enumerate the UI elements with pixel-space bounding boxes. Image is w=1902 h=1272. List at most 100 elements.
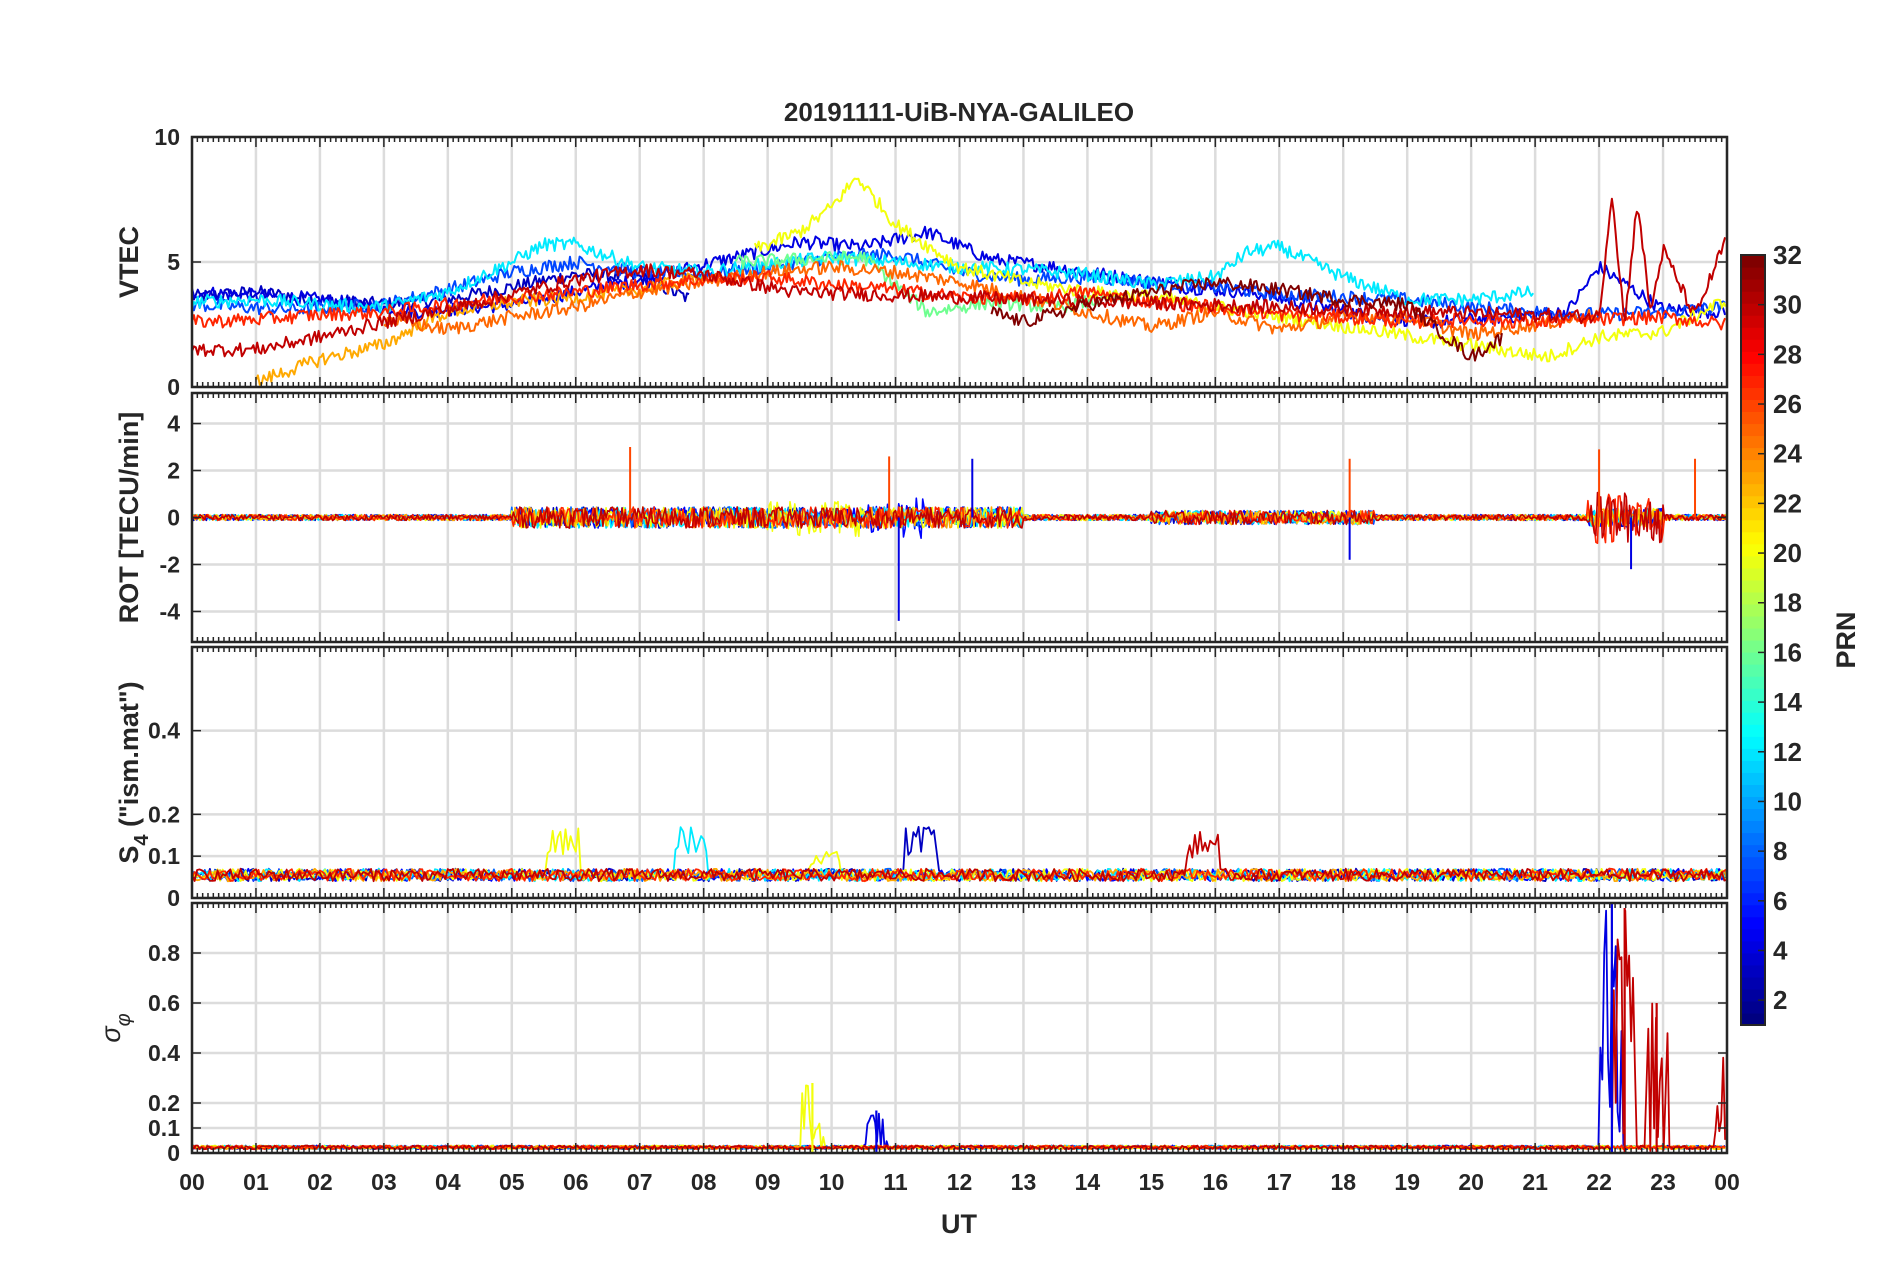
ytick-label: 0.2 (148, 801, 180, 827)
xtick-label: 00 (179, 1169, 205, 1195)
colorbar-segment (1741, 555, 1765, 569)
colorbar-segment (1741, 640, 1765, 653)
xtick-label: 02 (307, 1169, 333, 1195)
ytick-label: 5 (167, 249, 180, 275)
colorbar-tick-label: 12 (1773, 737, 1802, 767)
colorbar-segment (1741, 1012, 1765, 1026)
ytick-label: 10 (154, 124, 180, 150)
traces-s4 (192, 826, 1727, 883)
colorbar-segment (1741, 676, 1765, 689)
colorbar-segment (1741, 447, 1765, 461)
colorbar-segment (1741, 736, 1765, 749)
colorbar-segment (1741, 916, 1765, 930)
panel-vtec: 0 5 10 VTEC (114, 124, 1729, 400)
ytick-label: -4 (160, 598, 181, 624)
ytick-label: 0.4 (148, 1040, 180, 1066)
colorbar-tick-label: 32 (1773, 240, 1802, 270)
colorbar-segment (1741, 315, 1765, 328)
colorbar-frame (1740, 254, 1766, 1026)
colorbar-segment (1741, 543, 1765, 557)
colorbar-tick-label: 22 (1773, 488, 1802, 518)
xticks-rot (191, 393, 1728, 642)
colorbar-segment (1741, 567, 1765, 581)
xtick-label: 01 (243, 1169, 269, 1195)
x-axis-title: UT (941, 1209, 977, 1239)
traces-vtec (192, 177, 1727, 386)
s4-series-prn-27 (192, 867, 1727, 883)
y-axis-title-s4: S4 ("ism.mat") (114, 681, 153, 863)
xticks-sigma (191, 903, 1728, 1153)
x-tick-labels: 00 01 02 03 04 05 06 07 08 09 10 11 12 13 14 15 16 17 18 19… (179, 1169, 1740, 1195)
colorbar-segment (1741, 772, 1765, 785)
traces-rot (192, 447, 1727, 621)
xtick-label: 17 (1266, 1169, 1292, 1195)
colorbar-segment (1741, 688, 1765, 701)
colorbar-segment (1741, 363, 1765, 376)
ytick-label: 0.2 (148, 1090, 180, 1116)
xtick-label: 13 (1011, 1169, 1037, 1195)
colorbar-segment (1741, 988, 1765, 1002)
vtec-series-prn-30 (192, 197, 1727, 358)
xtick-label: 14 (1075, 1169, 1101, 1195)
xtick-label: 04 (435, 1169, 461, 1195)
colorbar-tick-label: 26 (1773, 389, 1802, 419)
colorbar-segment (1741, 339, 1765, 352)
ytick-label: 2 (167, 458, 180, 484)
colorbar-segment (1741, 627, 1765, 641)
colorbar-tick-label: 20 (1773, 538, 1802, 568)
ytick-label: 0.8 (148, 940, 180, 966)
colorbar-segment (1741, 507, 1765, 521)
s4-series-prn-30 (192, 831, 1727, 883)
colorbar-segment (1741, 748, 1765, 761)
ytick-label: 0 (167, 1140, 180, 1166)
colorbar-segment (1741, 664, 1765, 677)
colorbar-segment (1741, 892, 1765, 906)
xtick-label: 00 (1714, 1169, 1740, 1195)
colorbar-segment (1741, 375, 1765, 388)
xtick-label: 07 (627, 1169, 653, 1195)
xtick-label: 18 (1330, 1169, 1356, 1195)
colorbar-segment (1741, 904, 1765, 918)
grid-sigma (190, 903, 1729, 1155)
colorbar-segment (1741, 483, 1765, 497)
panel-rot: -4 -2 0 2 4 ROT [TECU/min] (114, 391, 1729, 644)
xtick-label: 12 (947, 1169, 973, 1195)
colorbar-segment (1741, 387, 1765, 400)
colorbar-segment (1741, 796, 1765, 810)
panel-s4: 0 0.1 0.2 0.4S4 ("ism.mat") (114, 645, 1729, 911)
colorbar-tick-label: 30 (1773, 290, 1802, 320)
ytick-label: 4 (167, 411, 180, 437)
ytick-label: 0 (167, 505, 180, 531)
colorbar-segment (1741, 531, 1765, 545)
colorbar-tick-label: 18 (1773, 588, 1802, 618)
colorbar-segment (1741, 399, 1765, 413)
colorbar-segment (1741, 868, 1765, 882)
vtec-series-prn-32 (990, 276, 1503, 362)
colorbar-segment (1741, 964, 1765, 978)
colorbar-segment (1741, 435, 1765, 449)
colorbar-segment (1741, 712, 1765, 725)
ytick-label: 0 (167, 374, 180, 400)
colorbar-segment (1741, 327, 1765, 340)
xtick-label: 09 (755, 1169, 781, 1195)
xtick-label: 23 (1650, 1169, 1676, 1195)
xtick-label: 11 (883, 1169, 908, 1195)
colorbar-segment (1741, 291, 1765, 304)
colorbar-tick-label: 4 (1773, 935, 1788, 965)
colorbar-segment (1741, 303, 1765, 316)
s4-series-prn-5 (192, 867, 1727, 883)
colorbar-segment (1741, 255, 1765, 268)
y-axis-title-vtec: VTEC (114, 226, 144, 298)
ytick-label: -2 (160, 551, 180, 577)
colorbar-tick-label: 6 (1773, 886, 1787, 916)
colorbar-segment (1741, 519, 1765, 533)
figure-title: 20191111-UiB-NYA-GALILEO (784, 97, 1134, 127)
xticks-s4 (191, 647, 1728, 898)
colorbar-segment (1741, 471, 1765, 485)
ytick-label: 0.4 (148, 718, 180, 744)
colorbar-segment (1741, 1000, 1765, 1014)
xtick-label: 08 (691, 1169, 717, 1195)
